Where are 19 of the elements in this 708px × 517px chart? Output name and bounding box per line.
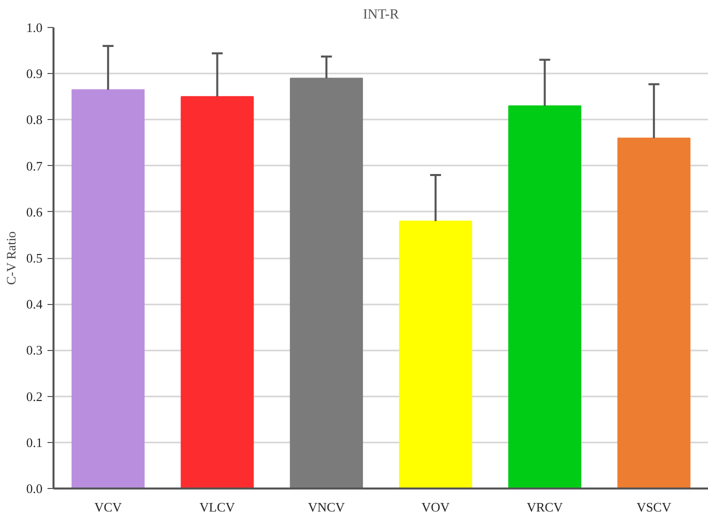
y-tick-label: 0.5 — [26, 250, 42, 266]
y-tick-label: 0.2 — [26, 388, 42, 404]
y-tick-label: 1.0 — [26, 20, 42, 35]
x-tick-label: VOV — [422, 500, 450, 514]
x-tick-label: VRCV — [526, 500, 564, 514]
y-tick-label: 0.3 — [26, 342, 42, 358]
x-tick-label: VNCV — [308, 500, 346, 514]
x-tick-label: VSCV — [636, 500, 672, 514]
y-tick-label: 0.8 — [26, 112, 42, 128]
y-tick-label: 0.0 — [26, 481, 42, 496]
y-tick-label: 0.6 — [26, 204, 43, 220]
y-tick-label: 0.7 — [26, 158, 43, 174]
y-tick-label: 0.4 — [26, 296, 43, 312]
x-tick-label: VLCV — [200, 500, 236, 514]
y-axis-title: C-V Ratio — [3, 231, 18, 285]
chart-title: INT-R — [362, 8, 400, 22]
y-tick-label: 0.1 — [26, 434, 42, 450]
y-tick-label: 0.9 — [26, 66, 42, 82]
x-tick-label: VCV — [94, 500, 122, 514]
